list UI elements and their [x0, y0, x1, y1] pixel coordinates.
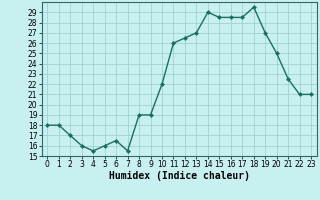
X-axis label: Humidex (Indice chaleur): Humidex (Indice chaleur) — [109, 171, 250, 181]
